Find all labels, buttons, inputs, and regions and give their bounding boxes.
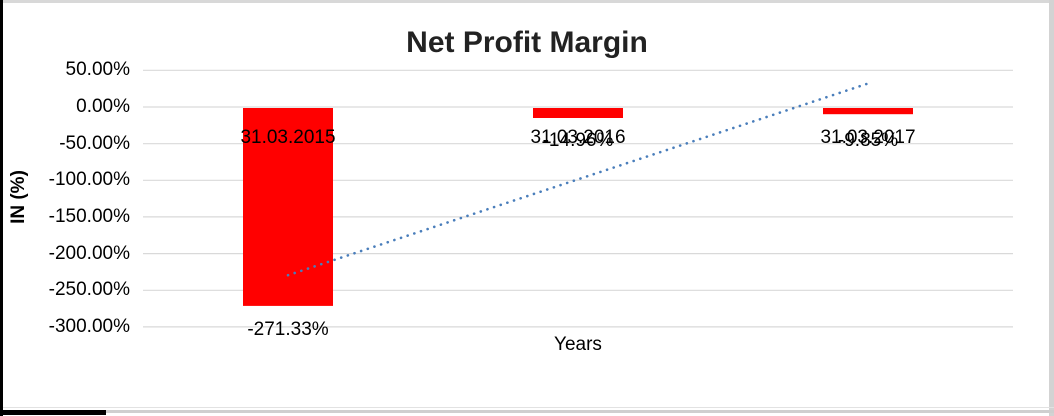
data-label: -14.96% — [542, 130, 614, 151]
category-label: 31.03.2016 — [530, 127, 626, 148]
y-tick-label: 50.00% — [65, 59, 130, 81]
chart-title: Net Profit Margin — [406, 26, 648, 59]
y-tick-label: -100.00% — [48, 169, 130, 191]
x-axis-title: Years — [554, 334, 602, 355]
y-axis-title: IN (%) — [8, 170, 29, 224]
chart-bottom-line — [0, 407, 1054, 408]
frame-border-left — [0, 0, 3, 416]
bar — [243, 108, 333, 306]
data-label: -9.85% — [837, 130, 899, 151]
frame-border-right — [1049, 0, 1054, 416]
bar — [533, 108, 623, 118]
frame-border-bottom — [0, 410, 1054, 413]
data-label: -271.33% — [247, 318, 329, 340]
y-tick-label: -300.00% — [48, 315, 130, 337]
y-tick-label: -150.00% — [48, 205, 130, 227]
y-tick-label: 0.00% — [76, 96, 130, 117]
bar — [823, 108, 913, 115]
category-label: 31.03.2015 — [240, 127, 336, 148]
y-tick-label: -200.00% — [48, 242, 130, 264]
y-tick-label: -50.00% — [59, 132, 130, 154]
category-label: 31.03.2017 — [820, 127, 916, 148]
y-tick-label: -250.00% — [48, 279, 130, 301]
frame-border-top — [0, 0, 1054, 3]
frame-border-bottom-left-segment — [0, 410, 106, 415]
